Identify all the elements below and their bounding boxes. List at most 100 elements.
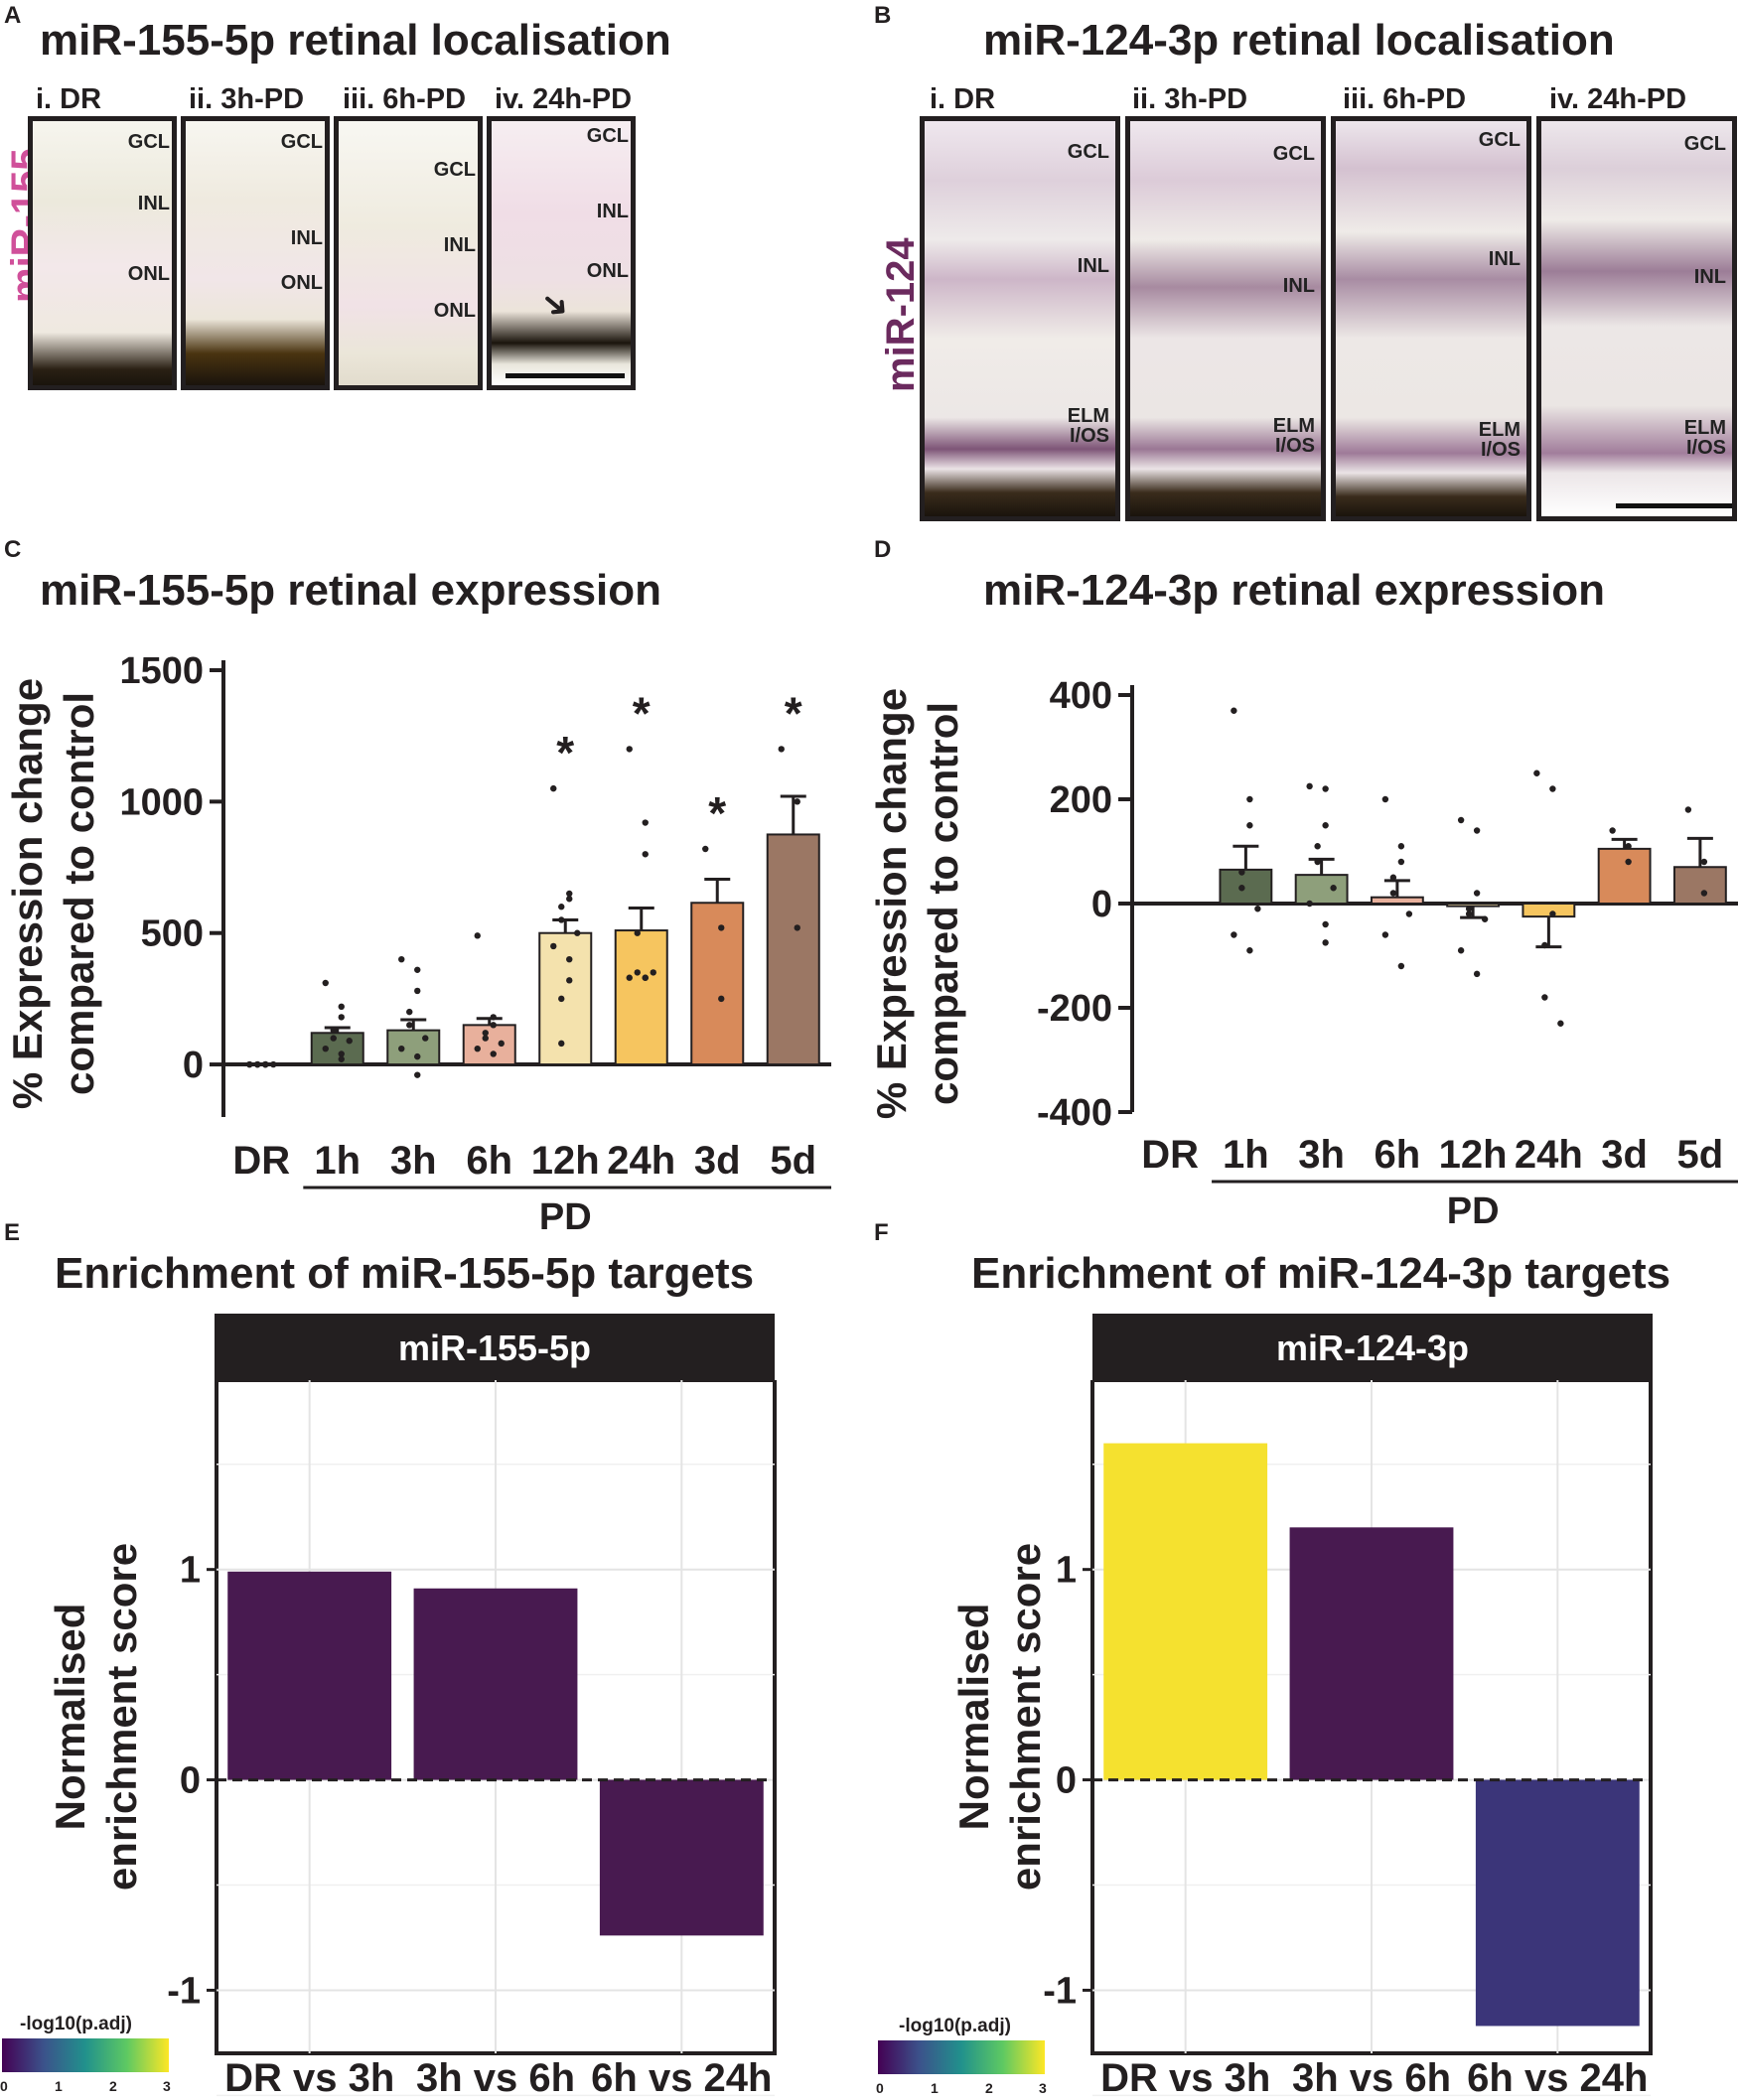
data-point [398, 1045, 405, 1052]
data-point [1533, 770, 1540, 776]
y-tick-label: 0 [1091, 884, 1112, 925]
layer-label-inl: INL [137, 193, 170, 214]
chart-e-legend-tick: 1 [55, 2078, 63, 2094]
data-point [1246, 822, 1253, 829]
data-point [398, 955, 405, 963]
data-point [1700, 890, 1708, 897]
chart-c-title: miR-155-5p retinal expression [40, 566, 662, 615]
chart-f-legend-tick: 0 [876, 2080, 884, 2096]
layer-label-gcl: GCL [127, 131, 170, 153]
y-tick-label: 1500 [119, 650, 204, 692]
bar-24h [1522, 903, 1576, 918]
layer-label-ios: I/OS [1274, 435, 1315, 457]
chart-f-legend-tick: 2 [985, 2080, 993, 2096]
data-point [474, 932, 481, 939]
data-point [1231, 707, 1237, 714]
data-point [1389, 874, 1397, 881]
data-point [338, 1003, 345, 1011]
chart-f-legend-colorbar [878, 2040, 1045, 2074]
data-point [558, 904, 565, 910]
chart-d-title: miR-124-3p retinal expression [983, 566, 1606, 615]
y-axis-label: Normalised [950, 1604, 997, 1831]
data-point [794, 798, 800, 805]
data-point [1314, 858, 1321, 866]
data-point [1330, 885, 1337, 892]
data-point [1322, 939, 1329, 946]
data-point [1238, 885, 1245, 892]
data-point [634, 969, 641, 976]
x-tick-label: 5d [770, 1139, 816, 1183]
panel-a-image-2-label: ii. 3h-PD [189, 83, 305, 115]
chart-e-legend-tick: 0 [0, 2078, 8, 2094]
y-tick-label: 500 [141, 913, 204, 955]
data-point [718, 995, 725, 1003]
chart-e-legend-tick: 3 [163, 2078, 171, 2094]
panel-b-image-4-label: iv. 24h-PD [1549, 83, 1687, 115]
chart-f-title: Enrichment of miR-124-3p targets [971, 1249, 1671, 1298]
significance-marker: * [708, 787, 726, 839]
panel-a-title: miR-155-5p retinal localisation [40, 16, 671, 65]
data-point [1473, 890, 1481, 897]
data-point [1457, 947, 1465, 954]
data-point [1625, 858, 1632, 866]
data-point [474, 1045, 481, 1052]
data-point [1473, 827, 1481, 834]
data-point [246, 1060, 253, 1068]
data-point [482, 1030, 489, 1037]
layer-label-elm: ELM [1067, 405, 1109, 427]
data-point [626, 974, 633, 981]
data-point [1231, 931, 1237, 938]
significance-marker: * [556, 727, 574, 778]
layer-label-onl: ONL [433, 300, 476, 322]
scale-bar [506, 373, 625, 378]
panel-f-letter: F [874, 1219, 889, 1246]
panel-b-side-label: miR-124 [879, 237, 923, 392]
data-point [254, 1060, 261, 1068]
data-point [1322, 785, 1329, 792]
x-tick-label: DR vs 3h [224, 2056, 394, 2100]
data-point [1609, 827, 1616, 834]
data-point [1465, 906, 1473, 912]
panel-e-letter: E [4, 1219, 21, 1246]
bar-3h [386, 1029, 441, 1066]
data-point [490, 1014, 497, 1021]
bar-24h [614, 929, 668, 1066]
y-axis-label: compared to control [920, 702, 966, 1105]
data-point [482, 1035, 489, 1042]
bar-1h [1219, 868, 1273, 905]
layer-label-elm: ELM [1683, 417, 1726, 439]
data-point [566, 890, 573, 898]
y-tick-label: 0 [1056, 1760, 1077, 1802]
data-point [1322, 920, 1329, 928]
scale-bar [1616, 503, 1732, 508]
chart-f-legend-tick: 3 [1039, 2080, 1047, 2096]
x-tick-label: 6h [1375, 1133, 1421, 1177]
y-tick-label: -200 [1037, 988, 1112, 1030]
data-point [634, 929, 641, 936]
data-point [406, 1022, 413, 1029]
y-tick-label: 0 [183, 1045, 204, 1086]
data-point [1246, 947, 1253, 954]
bar-6h [462, 1024, 516, 1066]
layer-label-inl: INL [443, 234, 476, 256]
data-point [558, 916, 565, 923]
data-point [1405, 910, 1413, 917]
panel-a-image-3h: GCL INL ONL [181, 116, 330, 390]
y-tick-label: 1 [1056, 1550, 1077, 1592]
data-point [322, 979, 329, 987]
data-point [422, 1035, 429, 1042]
data-point [338, 1055, 345, 1062]
x-tick-label: 1h [314, 1139, 361, 1183]
layer-label-ios: I/OS [1069, 425, 1109, 447]
data-point [1246, 795, 1253, 803]
data-point [558, 995, 565, 1003]
y-tick-label: 1000 [119, 781, 204, 823]
data-point [1700, 858, 1708, 866]
panel-a-image-1-label: i. DR [36, 83, 102, 115]
layer-label-gcl: GCL [1683, 133, 1726, 155]
panel-a-letter: A [4, 2, 22, 29]
y-tick-label: -1 [167, 1970, 201, 2012]
bar-6h-vs-24h [599, 1779, 764, 1936]
data-point [1473, 970, 1481, 978]
layer-label-ios: I/OS [1480, 439, 1521, 461]
